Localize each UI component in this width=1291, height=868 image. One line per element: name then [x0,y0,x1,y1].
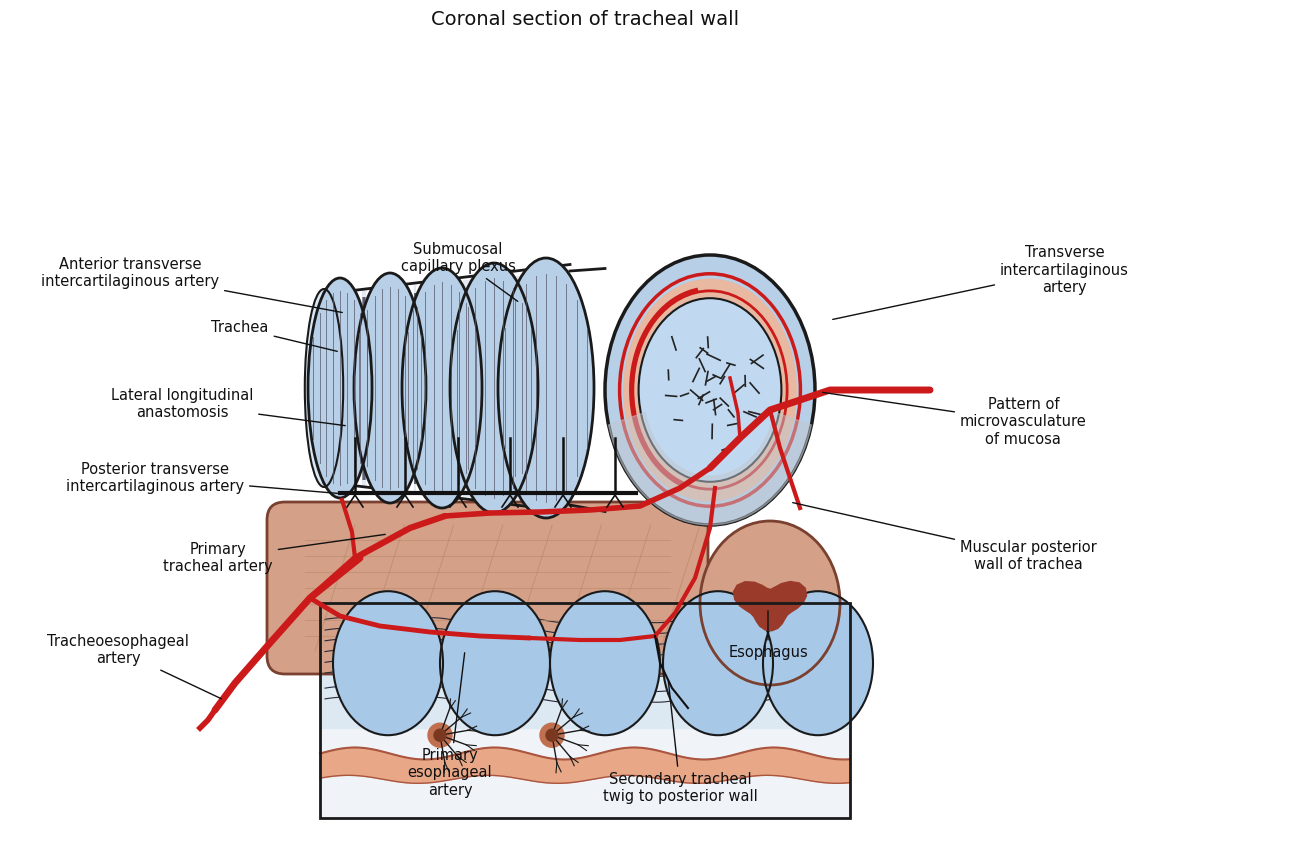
Ellipse shape [354,273,426,503]
FancyBboxPatch shape [267,502,707,674]
Text: Transverse
intercartilaginous
artery: Transverse intercartilaginous artery [833,245,1128,319]
Text: Anterior transverse
intercartilaginous artery: Anterior transverse intercartilaginous a… [41,257,342,312]
Ellipse shape [700,521,840,685]
Text: Primary
esophageal
artery: Primary esophageal artery [408,653,492,798]
Ellipse shape [440,591,550,735]
Polygon shape [363,289,365,487]
Ellipse shape [639,299,781,482]
Text: Pattern of
microvasculature
of mucosa: Pattern of microvasculature of mucosa [822,392,1087,447]
Text: Secondary tracheal
twig to posterior wall: Secondary tracheal twig to posterior wal… [603,681,758,804]
Text: Tracheoesophageal
artery: Tracheoesophageal artery [46,634,222,699]
Ellipse shape [309,278,372,498]
Ellipse shape [305,289,343,487]
Text: Esophagus: Esophagus [728,611,808,661]
Circle shape [540,723,564,747]
Ellipse shape [605,255,815,525]
Ellipse shape [451,263,538,513]
Ellipse shape [763,591,873,735]
Bar [320,603,849,818]
Text: Primary
tracheal artery: Primary tracheal artery [163,535,385,575]
Text: Trachea: Trachea [212,320,337,352]
Bar [320,603,849,818]
Ellipse shape [333,591,443,735]
Ellipse shape [498,258,594,518]
Circle shape [429,723,452,747]
Polygon shape [608,412,812,525]
Ellipse shape [624,279,797,501]
Polygon shape [320,747,849,783]
Polygon shape [463,280,470,496]
Ellipse shape [402,268,482,508]
Ellipse shape [550,591,660,735]
Polygon shape [733,582,807,631]
Text: Coronal section of tracheal wall: Coronal section of tracheal wall [431,10,738,29]
Circle shape [546,729,558,741]
Text: Lateral longitudinal
anastomosis: Lateral longitudinal anastomosis [111,388,345,425]
Polygon shape [513,276,525,500]
Bar [320,603,849,727]
Ellipse shape [664,591,773,735]
Text: Posterior transverse
intercartilaginous artery: Posterior transverse intercartilaginous … [66,462,342,494]
Circle shape [434,729,445,741]
Text: Muscular posterior
wall of trachea: Muscular posterior wall of trachea [793,503,1097,572]
Text: Submucosal
capillary plexus: Submucosal capillary plexus [400,242,518,301]
